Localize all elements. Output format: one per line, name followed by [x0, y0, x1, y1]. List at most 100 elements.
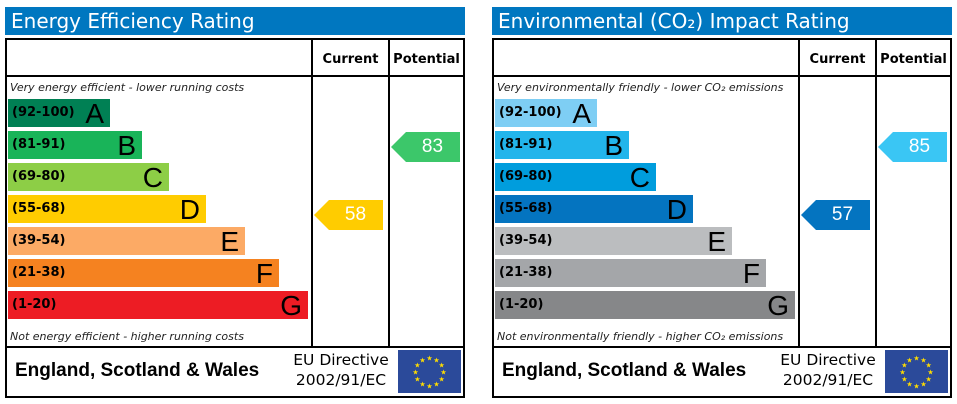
current-rating-value: 57 [831, 204, 854, 225]
band-range: (39-54) [499, 233, 553, 248]
svg-text:★: ★ [414, 362, 420, 370]
svg-text:★: ★ [906, 356, 912, 364]
footer-divider [7, 346, 463, 348]
band-range: (39-54) [12, 233, 66, 248]
band-f: (21-38) F [495, 258, 766, 289]
potential-rating-value: 85 [908, 136, 931, 157]
arrow-shape [878, 132, 947, 162]
band-range: (55-68) [499, 201, 553, 216]
band-a: (92-100) A [495, 98, 597, 129]
directive-line-2: 2002/91/EC [295, 371, 387, 389]
band-d: (55-68) D [8, 194, 206, 225]
band-letter: D [179, 194, 200, 225]
eu-directive: EU Directive 2002/91/EC [776, 350, 880, 390]
band-range: (55-68) [12, 201, 66, 216]
svg-text:★: ★ [433, 381, 439, 389]
band-f: (21-38) F [8, 259, 279, 289]
svg-text:★: ★ [438, 376, 444, 384]
bottom-note: Not environmentally friendly - higher CO… [497, 330, 784, 343]
footer-divider [494, 346, 950, 348]
band-c: (69-80) C [8, 162, 169, 193]
energy-rating-panel: Energy Efficiency Rating Current Potential… [5, 7, 465, 398]
band-letter: G [767, 290, 789, 321]
potential-column-header: Potential [393, 52, 460, 67]
top-note: Very energy efficient - lower running co… [10, 81, 245, 94]
header-divider [7, 75, 463, 77]
band-range: (81-91) [499, 137, 553, 152]
band-range: (21-38) [499, 265, 553, 280]
svg-text:★: ★ [414, 376, 420, 384]
band-letter: C [629, 162, 650, 193]
panel-title: Energy Efficiency Rating [5, 7, 465, 35]
column-divider [311, 40, 313, 347]
band-range: (92-100) [12, 105, 75, 120]
band-letter: A [572, 98, 591, 129]
column-divider [388, 40, 390, 347]
directive-line-2: 2002/91/EC [782, 371, 874, 389]
band-c: (69-80) C [495, 162, 656, 193]
band-range: (69-80) [499, 169, 553, 184]
band-letter: A [85, 98, 104, 129]
rating-table: Current Potential Very environmentally fri… [492, 38, 952, 398]
band-letter: D [666, 194, 687, 225]
svg-text:★: ★ [920, 356, 926, 364]
svg-text:★: ★ [901, 376, 907, 384]
band-range: (81-91) [12, 137, 66, 152]
directive-line-1: EU Directive [780, 351, 876, 369]
header-divider [494, 75, 950, 77]
column-divider [875, 40, 877, 347]
band-letter: F [742, 258, 760, 289]
svg-text:★: ★ [927, 369, 933, 377]
band-d: (55-68) D [495, 194, 693, 225]
svg-text:★: ★ [920, 381, 926, 389]
band-letter: E [220, 226, 239, 257]
region-label: England, Scotland & Wales [502, 360, 747, 381]
potential-rating-value: 83 [421, 136, 444, 157]
potential-rating-arrow: 83 [391, 132, 460, 162]
band-letter: E [707, 226, 726, 257]
svg-text:★: ★ [412, 369, 418, 377]
svg-text:★: ★ [899, 369, 905, 377]
svg-text:★: ★ [433, 356, 439, 364]
svg-text:★: ★ [906, 381, 912, 389]
band-letter: C [142, 162, 163, 193]
svg-text:★: ★ [419, 356, 425, 364]
current-column-header: Current [322, 52, 379, 67]
band-letter: B [604, 130, 623, 161]
environmental-rating-panel: Environmental (CO₂) Impact Rating Current… [492, 7, 952, 398]
band-letter: B [117, 130, 136, 161]
arrow-shape [391, 132, 460, 162]
current-rating-arrow: 58 [314, 200, 383, 230]
svg-text:★: ★ [426, 355, 432, 363]
band-b: (81-91) B [495, 130, 629, 161]
band-g: (1-20) G [495, 290, 795, 321]
band-e: (39-54) E [8, 226, 245, 257]
region-label: England, Scotland & Wales [15, 360, 260, 381]
band-range: (1-20) [499, 297, 544, 312]
band-g: (1-20) G [8, 290, 308, 321]
band-b: (81-91) B [8, 130, 142, 161]
current-rating-arrow: 57 [801, 200, 870, 230]
svg-text:★: ★ [426, 383, 432, 391]
svg-text:★: ★ [925, 376, 931, 384]
current-column-header: Current [809, 52, 866, 67]
arrow-shape [314, 200, 383, 230]
svg-text:★: ★ [440, 369, 446, 377]
directive-line-1: EU Directive [293, 351, 389, 369]
svg-text:★: ★ [913, 383, 919, 391]
band-a: (92-100) A [8, 98, 110, 129]
eu-flag-icon: ★ ★ ★ ★ ★ ★ ★ ★ ★ ★ ★ ★ [398, 350, 461, 393]
svg-text:★: ★ [925, 362, 931, 370]
band-range: (69-80) [12, 169, 66, 184]
potential-rating-arrow: 85 [878, 132, 947, 162]
potential-column-header: Potential [880, 52, 947, 67]
band-range: (21-38) [12, 265, 66, 280]
svg-text:★: ★ [913, 355, 919, 363]
eu-flag-icon: ★ ★ ★ ★ ★ ★ ★ ★ ★ ★ ★ ★ [885, 350, 948, 393]
svg-text:★: ★ [438, 362, 444, 370]
column-divider [798, 40, 800, 347]
eu-directive: EU Directive 2002/91/EC [289, 350, 393, 390]
band-letter: G [280, 290, 302, 321]
current-rating-value: 58 [344, 204, 367, 225]
arrow-shape [801, 200, 870, 230]
